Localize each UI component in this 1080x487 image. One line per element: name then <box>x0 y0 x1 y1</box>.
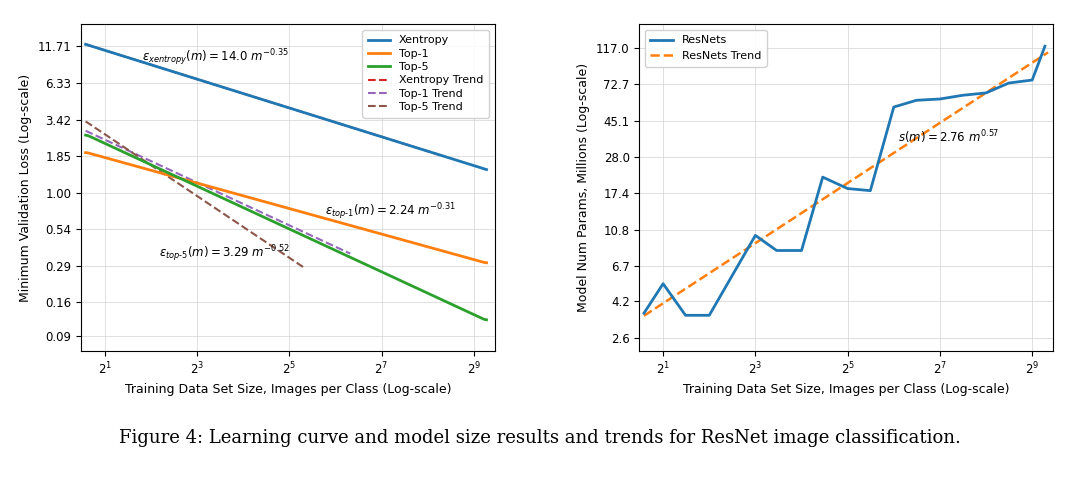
Line: ResNets: ResNets <box>644 46 1045 315</box>
Xentropy <box>471 164 484 169</box>
ResNets <box>1026 77 1039 83</box>
Top-1 <box>318 215 330 221</box>
X-axis label: Training Data Set Size, Images per Class (Log-scale): Training Data Set Size, Images per Class… <box>683 382 1010 395</box>
Top-1 Trend <box>79 128 92 134</box>
Top-5 Trend <box>137 157 150 163</box>
Top-5 <box>79 132 92 138</box>
Top-5 Trend <box>120 146 133 151</box>
Xentropy <box>408 144 421 150</box>
Legend: Xentropy, Top-1, Top-5, Xentropy Trend, Top-1 Trend, Top-5 Trend: Xentropy, Top-1, Top-5, Xentropy Trend, … <box>363 30 489 118</box>
Text: $\varepsilon_{\mathit{top\text{-}1}}(m) = 2.24\ m^{-0.31}$: $\varepsilon_{\mathit{top\text{-}1}}(m) … <box>325 202 457 223</box>
Top-1 Trend <box>321 240 334 246</box>
Top-5 Trend <box>279 252 292 258</box>
ResNets Trend <box>637 313 650 318</box>
Top-1 <box>79 150 92 155</box>
Line: ResNets Trend: ResNets Trend <box>644 53 1048 316</box>
Top-5 Trend <box>298 265 311 271</box>
Xentropy <box>296 109 309 115</box>
ResNets Trend <box>1041 50 1054 56</box>
ResNets Trend <box>878 156 891 162</box>
Top-1 <box>471 258 484 263</box>
ResNets <box>770 247 783 253</box>
X-axis label: Training Data Set Size, Images per Class (Log-scale): Training Data Set Size, Images per Class… <box>124 382 451 395</box>
Xentropy Trend <box>288 107 301 112</box>
Top-5 <box>272 221 285 227</box>
ResNets <box>703 312 716 318</box>
Y-axis label: Minimum Validation Loss (Log-scale): Minimum Validation Loss (Log-scale) <box>19 74 32 301</box>
Text: $\varepsilon_{\mathit{top\text{-}5}}(m) = 3.29\ m^{-0.52}$: $\varepsilon_{\mathit{top\text{-}5}}(m) … <box>159 243 289 263</box>
ResNets <box>841 186 854 191</box>
Top-1 <box>408 240 421 246</box>
Line: Xentropy: Xentropy <box>85 44 486 169</box>
Xentropy <box>480 167 492 172</box>
Xentropy <box>270 101 283 107</box>
Top-1 <box>272 203 285 208</box>
ResNets <box>657 281 670 287</box>
Top-1 Trend <box>343 251 356 257</box>
ResNets <box>1002 80 1015 86</box>
Xentropy <box>272 102 285 108</box>
Top-5 <box>408 284 421 290</box>
Top-5 Trend <box>79 118 92 124</box>
Text: $\varepsilon_{\mathit{xentropy}}(m) = 14.0\ m^{-0.35}$: $\varepsilon_{\mathit{xentropy}}(m) = 14… <box>141 47 289 68</box>
Top-1 Trend <box>330 244 343 250</box>
Xentropy Trend <box>289 107 302 113</box>
ResNets <box>956 93 969 98</box>
Xentropy Trend <box>79 41 92 47</box>
Top-5 Trend <box>87 124 100 130</box>
Top-5 <box>270 220 283 226</box>
Top-1 <box>296 209 309 215</box>
Top-1 <box>270 202 283 208</box>
Xentropy <box>79 41 92 47</box>
Top-5 <box>480 317 492 323</box>
Line: Top-1: Top-1 <box>85 152 486 262</box>
Line: Top-5 Trend: Top-5 Trend <box>85 121 305 268</box>
Line: Xentropy Trend: Xentropy Trend <box>85 44 438 154</box>
Top-5 <box>296 232 309 238</box>
Xentropy Trend <box>399 141 411 147</box>
Top-1 Trend <box>95 135 108 141</box>
ResNets <box>748 232 761 238</box>
ResNets Trend <box>877 157 890 163</box>
Line: Top-5: Top-5 <box>85 135 486 320</box>
Xentropy <box>318 116 330 122</box>
Top-5 Trend <box>286 258 299 263</box>
Line: Top-1 Trend: Top-1 Trend <box>85 131 350 254</box>
Top-5 <box>471 313 484 319</box>
ResNets Trend <box>885 151 897 157</box>
ResNets Trend <box>639 312 652 318</box>
Xentropy Trend <box>376 134 389 140</box>
ResNets Trend <box>978 91 991 97</box>
Xentropy Trend <box>432 151 445 157</box>
Text: $s(m) = 2.76\ m^{0.57}$: $s(m) = 2.76\ m^{0.57}$ <box>897 129 999 146</box>
Top-1 Trend <box>90 133 103 139</box>
ResNets <box>910 97 923 103</box>
Legend: ResNets, ResNets Trend: ResNets, ResNets Trend <box>645 30 767 67</box>
Top-5 <box>318 242 330 248</box>
Y-axis label: Model Num Params, Millions (Log-scale): Model Num Params, Millions (Log-scale) <box>578 63 591 312</box>
ResNets <box>933 96 946 102</box>
Top-1 <box>480 260 492 265</box>
ResNets <box>795 247 808 253</box>
Top-1 Trend <box>129 150 141 156</box>
ResNets <box>864 187 877 193</box>
Xentropy Trend <box>295 109 308 114</box>
Top-5 Trend <box>92 127 105 133</box>
ResNets <box>816 174 829 180</box>
Text: Figure 4: Learning curve and model size results and trends for ResNet image clas: Figure 4: Learning curve and model size … <box>119 430 961 447</box>
ResNets Trend <box>1003 74 1016 80</box>
Xentropy Trend <box>80 42 93 48</box>
ResNets <box>1039 43 1052 49</box>
ResNets <box>888 104 901 110</box>
Top-1 Trend <box>150 161 163 167</box>
ResNets <box>679 312 692 318</box>
ResNets <box>980 90 993 96</box>
ResNets <box>637 310 650 316</box>
